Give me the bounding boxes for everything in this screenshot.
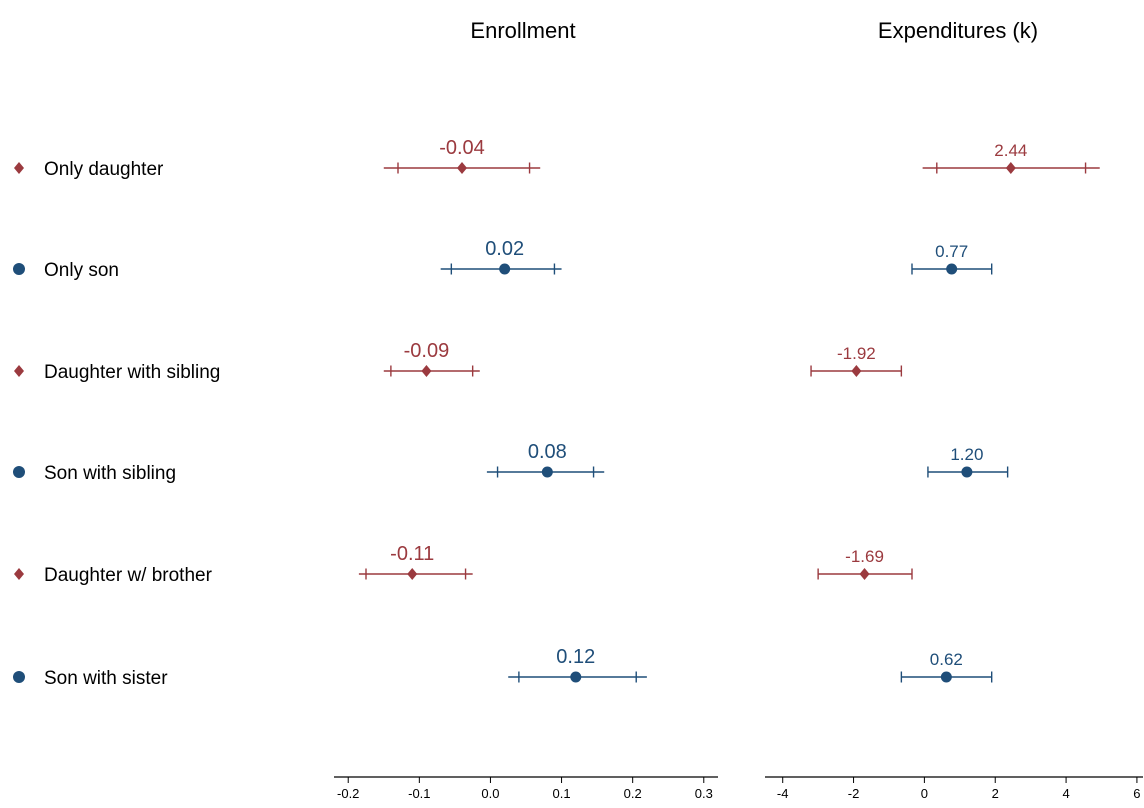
x-tick-label: 0.0 [481,786,499,801]
circle-marker-icon [13,263,25,275]
data-label: -0.11 [390,543,434,565]
enrollment-panel: Enrollment -0.2 -0.1 0.0 0.1 0.2 0.3 -0.04 0.02… [334,18,718,801]
point-estimate-dot [499,263,511,275]
data-label: 0.02 [485,238,524,260]
diamond-marker-icon [14,568,24,580]
row-label-son-with-sibling: Son with sibling [44,463,176,484]
data-label: -0.04 [439,137,485,159]
data-label: -1.92 [837,344,876,363]
circle-marker-icon [13,671,25,683]
data-label: -0.09 [404,340,450,362]
point-estimate-dot [946,263,958,275]
data-label: -1.69 [845,547,884,566]
point-estimate-dot [570,671,582,683]
point-estimate-diamond [859,568,870,580]
data-label: 1.20 [950,445,983,464]
data-label: 0.12 [556,646,595,668]
x-tick-label: 4 [1062,786,1069,801]
diamond-marker-icon [14,162,24,174]
x-tick-label: -4 [777,786,789,801]
point-estimate-diamond [851,365,862,377]
point-estimate-diamond [457,162,467,174]
point-estimate-diamond [407,568,418,580]
diamond-marker-icon [14,365,24,377]
point-estimate-dot [541,466,553,478]
data-label: 2.44 [994,141,1027,160]
point-estimate-diamond [421,365,432,377]
row-label-only-son: Only son [44,260,119,281]
row-label-only-daughter: Only daughter [44,159,164,180]
point-estimate-dot [940,671,952,683]
enrollment-title: Enrollment [470,18,575,43]
row-labels: Only daughter Only son Daughter with sibli… [13,159,220,689]
x-tick-label: -0.2 [337,786,359,801]
x-tick-label: 0.3 [695,786,713,801]
expenditures-title: Expenditures (k) [878,18,1038,43]
row-label-daughter-w-brother: Daughter w/ brother [44,565,213,586]
point-estimate-diamond [1005,162,1016,174]
data-label: 0.08 [528,441,567,463]
x-tick-label: 0 [921,786,928,801]
x-tick-label: -0.1 [408,786,430,801]
x-tick-label: 6 [1133,786,1140,801]
point-estimate-dot [961,466,973,478]
circle-marker-icon [13,466,25,478]
expenditures-panel: Expenditures (k) -4 -2 0 2 4 6 2.44 0.77 -1.92 1.… [765,18,1143,801]
data-label: 0.77 [935,242,968,261]
x-tick-label: -2 [848,786,860,801]
x-tick-label: 2 [992,786,999,801]
row-label-son-with-sister: Son with sister [44,668,168,689]
data-label: 0.62 [930,650,963,669]
x-tick-label: 0.1 [553,786,571,801]
row-label-daughter-with-sibling: Daughter with sibling [44,362,220,383]
x-tick-label: 0.2 [624,786,642,801]
